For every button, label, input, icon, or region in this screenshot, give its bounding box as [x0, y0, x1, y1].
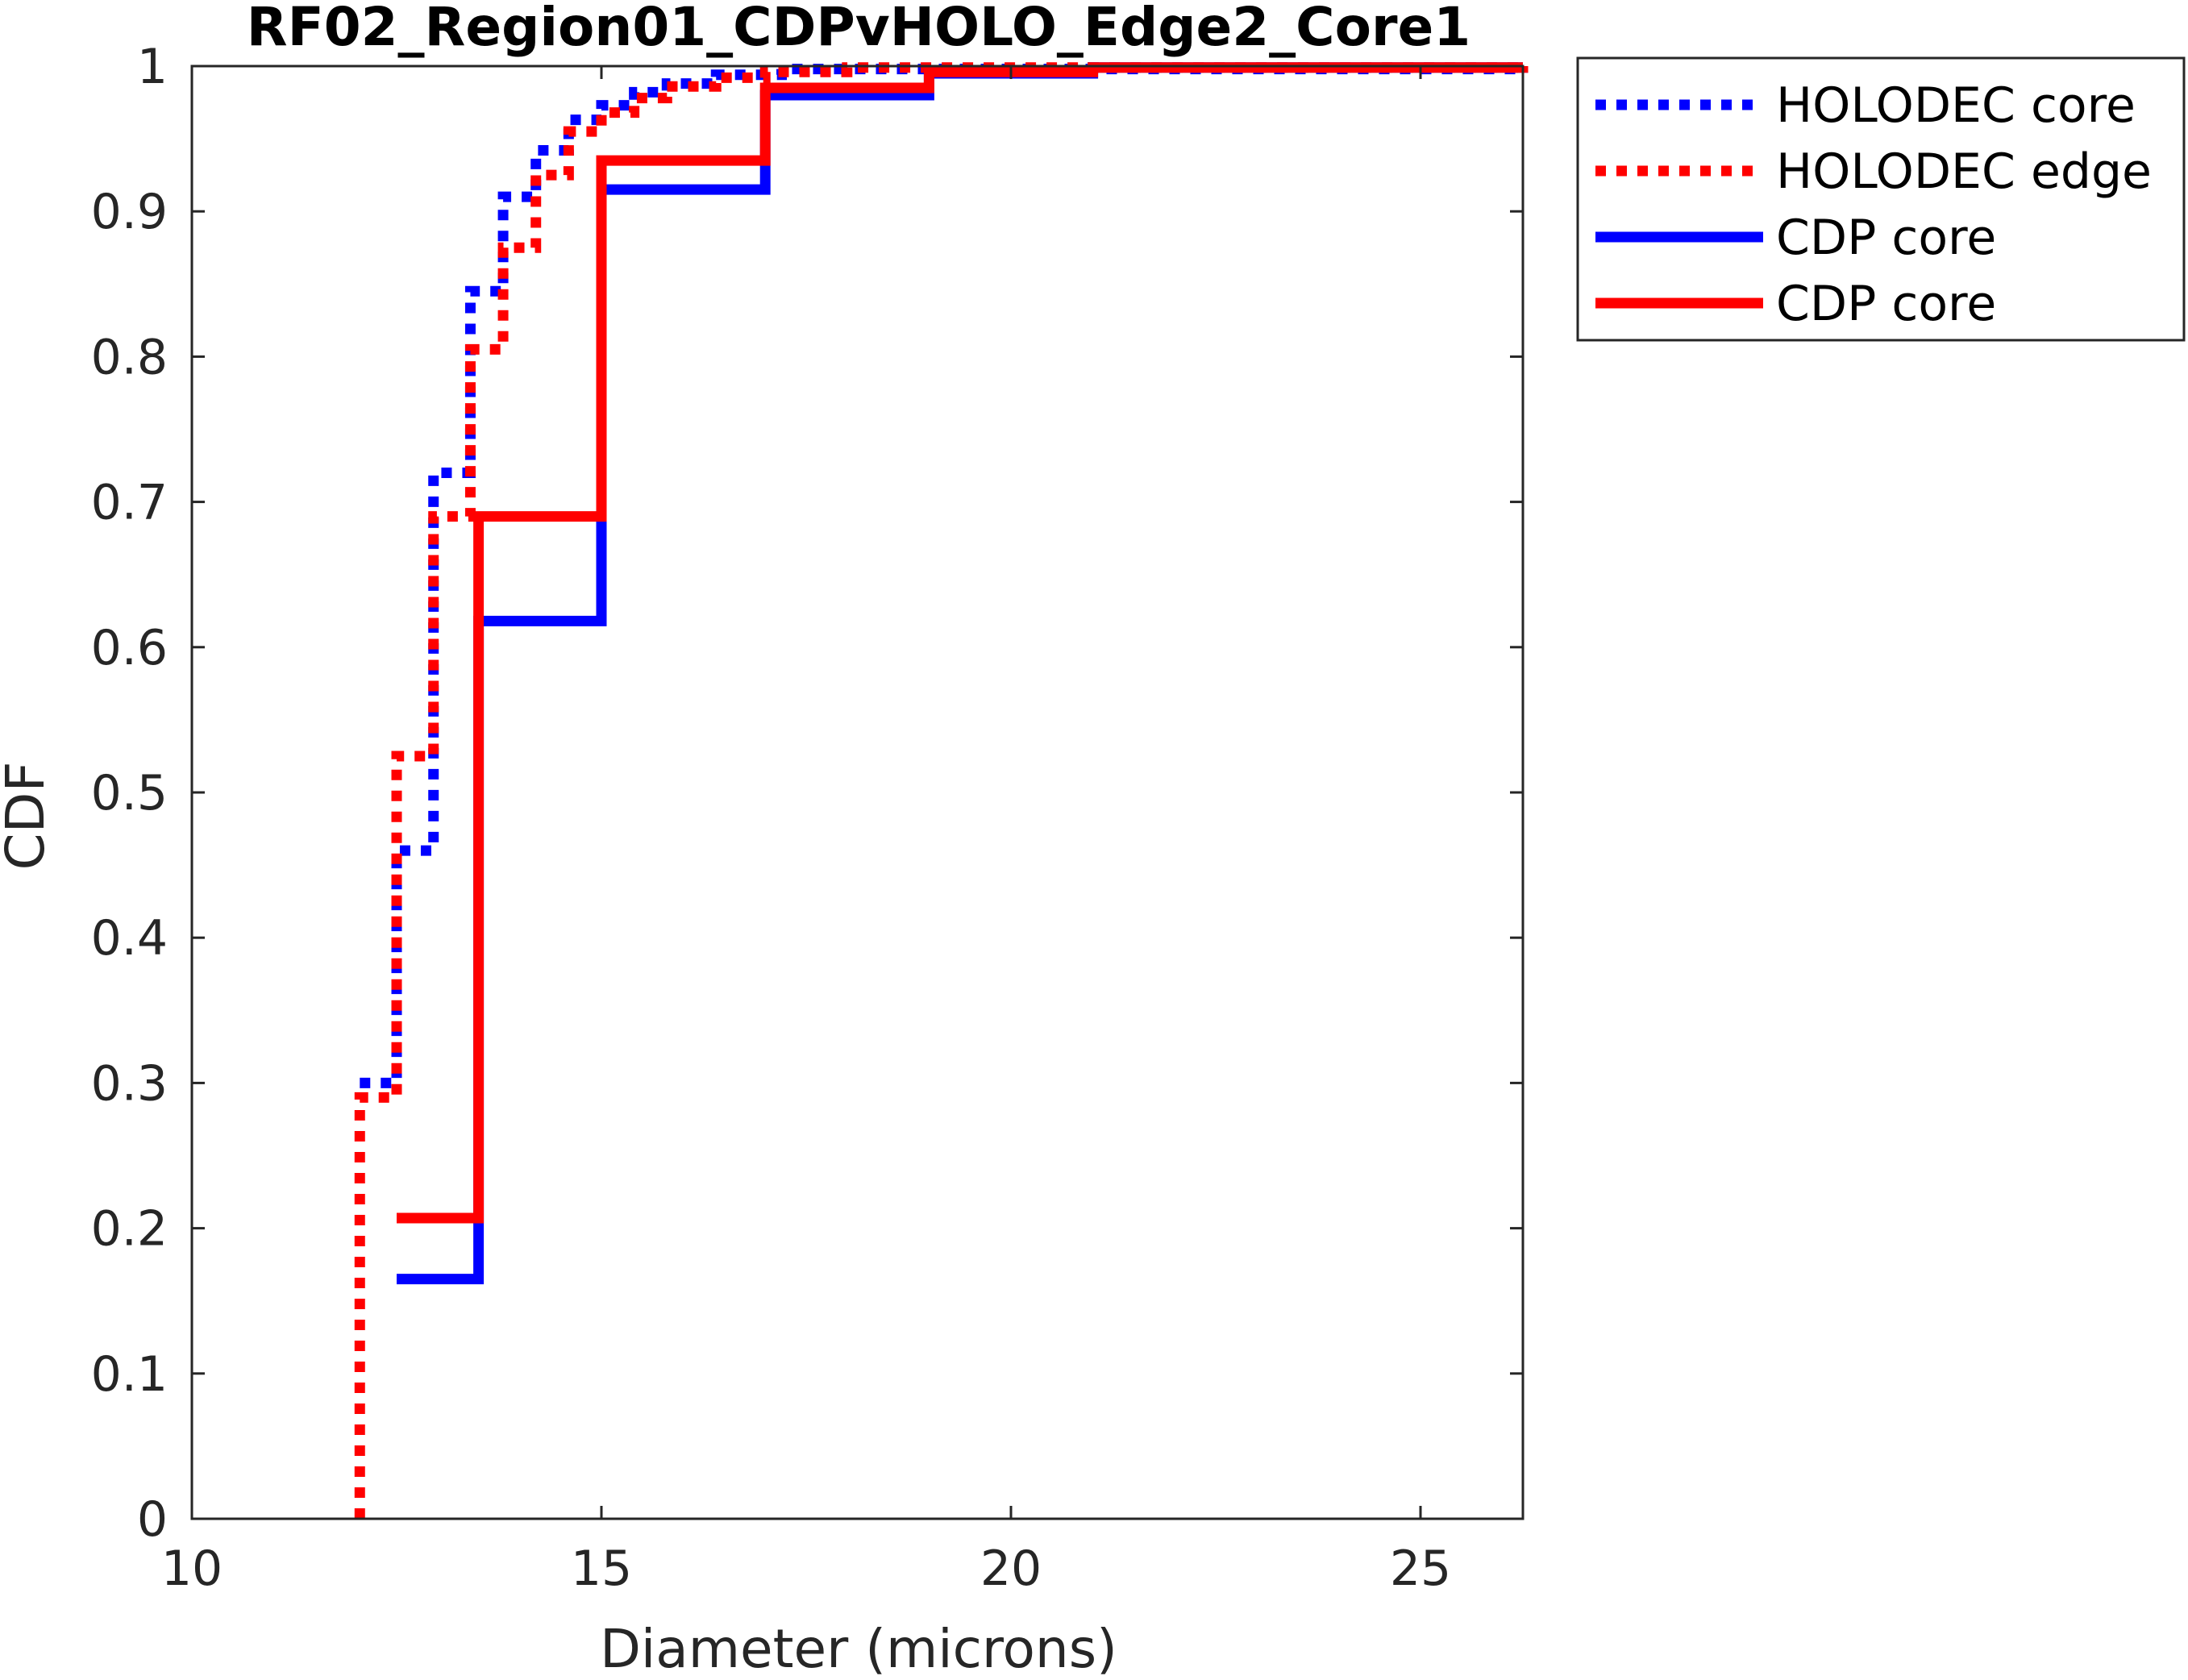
chart-title: RF02_Region01_CDPvHOLO_Edge2_Core1	[247, 0, 1470, 58]
plot-area: 10 15 20 25 0 0.1 0.2 0.3 0.4 0.5 0.6 0.7 0.8 0.9 1	[91, 39, 1529, 1597]
legend-box	[1576, 56, 2186, 342]
legend: HOLODEC core HOLODEC edge CDP core CDP core	[1576, 56, 2186, 342]
series-line-2	[354, 62, 1529, 1519]
y-tick-label: 0.8	[91, 329, 168, 385]
x-axis-label: Diameter (microns)	[600, 1618, 1117, 1680]
series-line-1	[360, 64, 1529, 1088]
legend-label-3: CDP core	[1776, 210, 1996, 266]
y-tick-label: 0.1	[91, 1346, 168, 1403]
y-tick-label: 0.2	[91, 1201, 168, 1258]
y-tick-label: 0.6	[91, 620, 168, 676]
series-line-4	[397, 62, 1529, 1224]
y-tick-label: 0.5	[91, 765, 168, 821]
legend-label-1: HOLODEC core	[1776, 77, 2136, 134]
series-line-3	[397, 62, 1529, 1285]
x-tick-label: 20	[980, 1541, 1042, 1597]
y-tick-label: 0.9	[91, 184, 168, 240]
x-tick-label: 15	[571, 1541, 632, 1597]
y-tick-label: 1	[137, 39, 168, 95]
y-axis-label: CDF	[0, 762, 56, 871]
legend-label-4: CDP core	[1776, 276, 1996, 332]
legend-label-2: HOLODEC edge	[1776, 143, 2152, 200]
y-tick-label: 0.7	[91, 475, 168, 531]
x-tick-label: 10	[161, 1541, 223, 1597]
x-tick-label: 25	[1390, 1541, 1451, 1597]
y-tick-label: 0.4	[91, 910, 168, 967]
y-tick-label: 0	[137, 1491, 168, 1548]
y-tick-label: 0.3	[91, 1055, 168, 1112]
